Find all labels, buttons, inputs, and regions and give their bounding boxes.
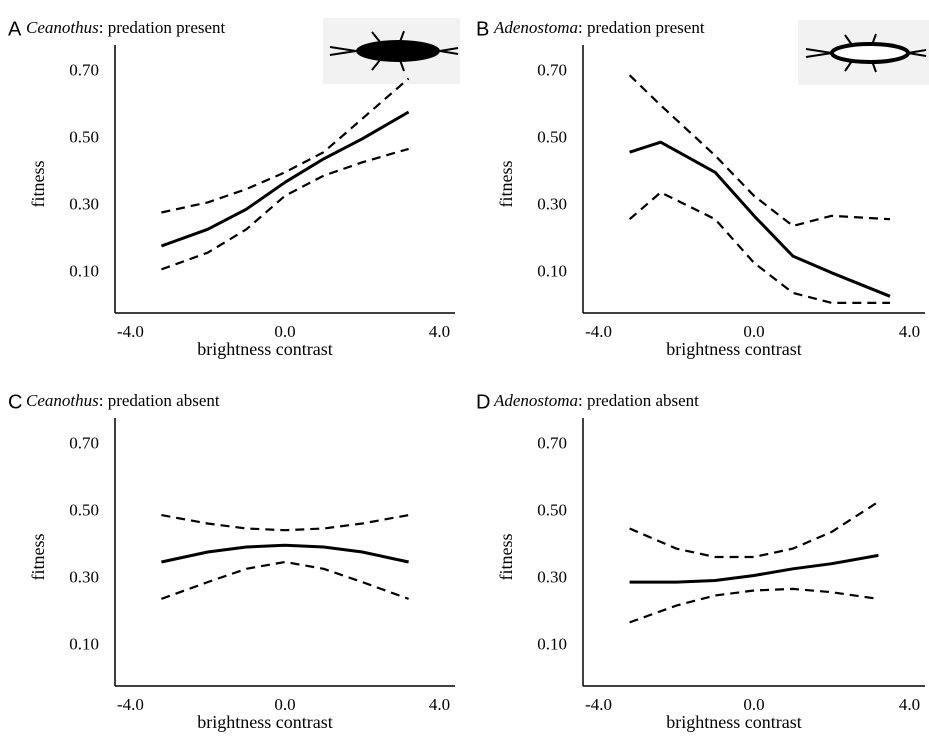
x-axis-label: brightness contrast (666, 712, 801, 732)
y-tick-label: 0.10 (69, 262, 99, 281)
y-axis-label: fitness (28, 161, 48, 208)
y-tick-label: 0.50 (69, 128, 99, 147)
x-axis-label: brightness contrast (666, 339, 801, 359)
x-axis-label: brightness contrast (197, 712, 332, 732)
fit-line (161, 560, 409, 600)
y-tick-label: 0.10 (69, 635, 99, 654)
panel-letter: C (8, 391, 22, 413)
y-axis-label: fitness (496, 534, 516, 581)
x-tick-label: 4.0 (899, 695, 920, 714)
panel: A Ceanothus: predation present 0.10 0.30 0.5… (8, 18, 455, 359)
panel: D Adenostoma: predation absent 0.10 0.30 0.5… (476, 391, 925, 732)
insect-icon (323, 18, 460, 84)
panel-letter: A (8, 18, 22, 40)
panel-letter: B (476, 18, 489, 40)
y-tick-label: 0.30 (537, 568, 567, 587)
title-part: : predation present (99, 18, 226, 37)
y-axis-label: fitness (28, 534, 48, 581)
x-tick-label: 0.0 (743, 695, 764, 714)
x-tick-label: -4.0 (117, 695, 144, 714)
fit-line (629, 140, 891, 298)
x-axis-label: brightness contrast (197, 339, 332, 359)
x-tick-label: 0.0 (743, 322, 764, 341)
fit-line (628, 191, 890, 304)
fit-line (629, 587, 879, 624)
panel-title: Ceanothus: predation present (26, 18, 226, 37)
title-part: : predation absent (578, 391, 699, 410)
fit-line (161, 514, 409, 532)
title-part: Ceanothus (26, 391, 99, 410)
x-tick-label: 4.0 (899, 322, 920, 341)
x-tick-label: 0.0 (274, 695, 295, 714)
y-tick-label: 0.50 (537, 501, 567, 520)
insect-icon (798, 20, 929, 85)
title-part: Adenostoma (493, 391, 578, 410)
x-tick-label: -4.0 (117, 322, 144, 341)
fit-line (629, 500, 879, 559)
title-part: Ceanothus (26, 18, 99, 37)
title-part: : predation present (578, 18, 705, 37)
panel-letter: D (476, 391, 490, 413)
y-tick-label: 0.50 (69, 501, 99, 520)
x-tick-label: -4.0 (585, 322, 612, 341)
fit-line (161, 147, 409, 271)
x-tick-label: 4.0 (429, 695, 450, 714)
fit-line (161, 543, 409, 564)
fit-line (161, 77, 410, 214)
y-tick-label: 0.70 (537, 61, 567, 80)
title-part: : predation absent (99, 391, 220, 410)
panel: C Ceanothus: predation absent 0.10 0.30 0.50… (8, 391, 455, 732)
x-tick-label: 4.0 (429, 322, 450, 341)
x-tick-label: -4.0 (585, 695, 612, 714)
y-tick-label: 0.10 (537, 262, 567, 281)
y-tick-label: 0.10 (537, 635, 567, 654)
y-tick-label: 0.30 (69, 568, 99, 587)
panel-title: Adenostoma: predation present (493, 18, 705, 37)
y-axis-label: fitness (496, 161, 516, 208)
y-tick-label: 0.70 (69, 434, 99, 453)
fit-line (628, 74, 891, 227)
panel-title: Ceanothus: predation absent (26, 391, 220, 410)
y-tick-label: 0.30 (537, 195, 567, 214)
y-tick-label: 0.70 (69, 61, 99, 80)
x-tick-label: 0.0 (274, 322, 295, 341)
panel-title: Adenostoma: predation absent (493, 391, 699, 410)
y-tick-label: 0.30 (69, 195, 99, 214)
y-tick-label: 0.70 (537, 434, 567, 453)
fit-line (629, 553, 879, 584)
title-part: Adenostoma (493, 18, 578, 37)
panel: B Adenostoma: predation present 0.10 0.30 0.… (476, 18, 925, 359)
fit-line (160, 110, 410, 248)
y-tick-label: 0.50 (537, 128, 567, 147)
